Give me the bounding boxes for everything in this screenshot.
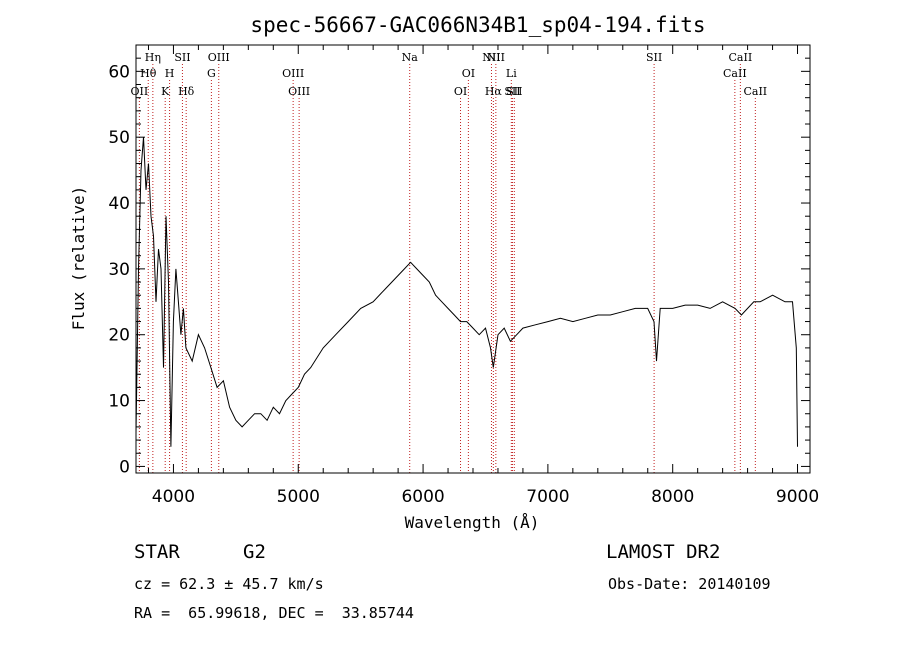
sky-coordinates: RA = 65.99618, DEC = 33.85744 [134, 604, 414, 622]
emission-line-label: NII [487, 51, 505, 64]
emission-line-label: H [165, 67, 175, 80]
x-tick-label: 8000 [651, 487, 694, 507]
chart-title: spec-56667-GAC066N34B1_sp04-194.fits [250, 13, 705, 37]
object-class: STAR [134, 541, 180, 563]
emission-line-label: OI [454, 85, 467, 98]
x-tick-label: 9000 [776, 487, 819, 507]
y-axis-label: Flux (relative) [69, 186, 88, 331]
emission-line-markers [138, 64, 756, 473]
emission-line-label: Hη [145, 51, 161, 64]
emission-line-label: Hδ [178, 85, 195, 98]
plot-frame [135, 44, 811, 474]
emission-line-label: Na [402, 51, 419, 64]
emission-line-label: K [161, 85, 170, 98]
y-tick-label: 10 [108, 392, 130, 412]
x-axis-label: Wavelength (Å) [405, 513, 540, 532]
x-tick-label: 6000 [401, 487, 444, 507]
emission-line-label: CaII [743, 85, 767, 98]
emission-line-label: OII [131, 85, 149, 98]
emission-line-label: SII [506, 85, 522, 98]
y-tick-label: 20 [108, 326, 130, 346]
emission-line-label: Li [506, 67, 517, 80]
observation-date: Obs-Date: 20140109 [608, 575, 771, 593]
emission-line-label: OIII [282, 67, 304, 80]
x-tick-label: 5000 [277, 487, 320, 507]
survey-name: LAMOST DR2 [606, 541, 721, 563]
x-axis: 4000 5000 6000 7000 8000 9000 [147, 45, 819, 507]
emission-line-label: G [207, 67, 216, 80]
y-tick-label: 30 [108, 260, 130, 280]
emission-line-label: CaII [729, 51, 753, 64]
x-tick-label: 7000 [526, 487, 569, 507]
y-tick-label: 40 [108, 194, 130, 214]
emission-line-label: NII [482, 51, 500, 64]
spectrum-line [135, 137, 798, 447]
emission-line-label: SII [174, 51, 190, 64]
object-subclass: G2 [243, 541, 266, 563]
emission-line-label: SII [504, 85, 520, 98]
y-axis: 0 10 20 30 40 50 60 [108, 57, 810, 477]
emission-line-labels: OII Hθ Hη KH SII Hδ G OIII OIII OIII Na OI OI NII Hα NI… [131, 51, 768, 98]
emission-line-label: OI [462, 67, 475, 80]
y-tick-label: 50 [108, 128, 130, 148]
x-tick-label: 4000 [152, 487, 195, 507]
redshift-velocity: cz = 62.3 ± 45.7 km/s [134, 575, 324, 593]
emission-line-label: CaII [723, 67, 747, 80]
y-tick-label: 0 [119, 457, 130, 477]
y-tick-label: 60 [108, 62, 130, 82]
emission-line-label: Hα [485, 85, 503, 98]
emission-line-label: SII [646, 51, 662, 64]
emission-line-label: Hθ [140, 67, 157, 80]
emission-line-label: OIII [288, 85, 310, 98]
emission-line-label: OIII [208, 51, 230, 64]
